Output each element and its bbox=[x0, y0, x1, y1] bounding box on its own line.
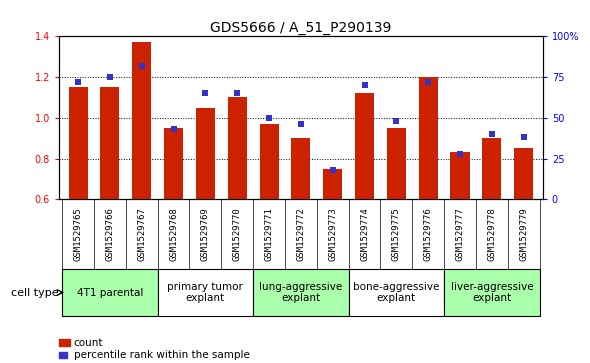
Text: GSM1529765: GSM1529765 bbox=[74, 207, 83, 261]
Text: GSM1529774: GSM1529774 bbox=[360, 207, 369, 261]
Title: GDS5666 / A_51_P290139: GDS5666 / A_51_P290139 bbox=[210, 21, 392, 35]
Text: cell type: cell type bbox=[11, 287, 58, 298]
Bar bbox=[228, 97, 247, 322]
Bar bbox=[62, 269, 158, 316]
Text: count: count bbox=[74, 338, 103, 348]
Bar bbox=[132, 42, 151, 322]
Bar bbox=[260, 124, 278, 322]
Text: bone-aggressive
explant: bone-aggressive explant bbox=[353, 282, 440, 303]
Text: percentile rank within the sample: percentile rank within the sample bbox=[74, 350, 250, 360]
Text: GSM1529769: GSM1529769 bbox=[201, 207, 210, 261]
Bar bbox=[158, 269, 253, 316]
Text: liver-aggressive
explant: liver-aggressive explant bbox=[451, 282, 533, 303]
Bar bbox=[68, 87, 88, 322]
Text: GSM1529767: GSM1529767 bbox=[137, 207, 146, 261]
Text: lung-aggressive
explant: lung-aggressive explant bbox=[259, 282, 343, 303]
Text: GSM1529768: GSM1529768 bbox=[169, 207, 178, 261]
Text: GSM1529776: GSM1529776 bbox=[424, 207, 432, 261]
Bar bbox=[323, 169, 342, 322]
Text: GSM1529771: GSM1529771 bbox=[264, 207, 274, 261]
Bar bbox=[514, 148, 533, 322]
Text: 4T1 parental: 4T1 parental bbox=[77, 287, 143, 298]
Bar bbox=[100, 87, 119, 322]
Bar bbox=[253, 269, 349, 316]
Bar bbox=[196, 108, 215, 322]
Bar bbox=[419, 77, 438, 322]
Text: GSM1529766: GSM1529766 bbox=[106, 207, 114, 261]
Bar bbox=[451, 152, 470, 322]
Text: GSM1529773: GSM1529773 bbox=[328, 207, 337, 261]
Text: GSM1529778: GSM1529778 bbox=[487, 207, 496, 261]
Text: primary tumor
explant: primary tumor explant bbox=[168, 282, 243, 303]
Bar bbox=[291, 138, 310, 322]
Text: GSM1529779: GSM1529779 bbox=[519, 207, 528, 261]
Bar bbox=[164, 128, 183, 322]
Text: GSM1529770: GSM1529770 bbox=[232, 207, 242, 261]
Bar bbox=[349, 269, 444, 316]
Text: GSM1529772: GSM1529772 bbox=[296, 207, 306, 261]
Text: GSM1529777: GSM1529777 bbox=[455, 207, 464, 261]
Text: GSM1529775: GSM1529775 bbox=[392, 207, 401, 261]
Bar bbox=[387, 128, 406, 322]
Bar bbox=[483, 138, 501, 322]
Bar bbox=[355, 93, 374, 322]
Bar bbox=[444, 269, 540, 316]
